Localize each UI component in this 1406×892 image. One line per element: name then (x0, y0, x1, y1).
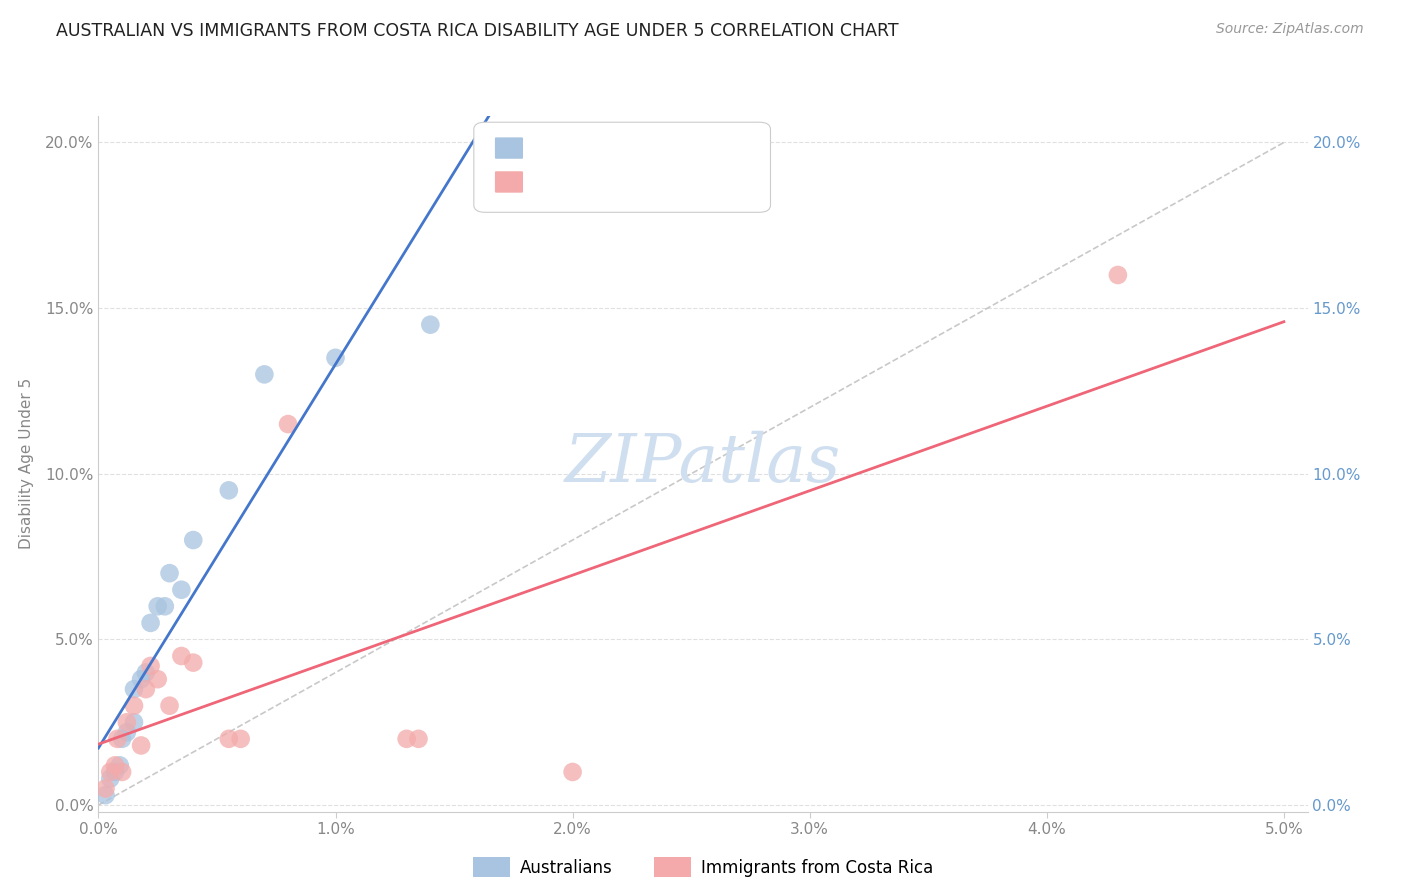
Point (111, 731, 134, 746)
Point (105, 731, 128, 746)
Point (1107, 268, 1129, 282)
Point (98, 772, 121, 786)
Point (115, 725, 138, 739)
Text: Source: ZipAtlas.com: Source: ZipAtlas.com (1216, 22, 1364, 37)
Point (181, 533, 204, 547)
Point (146, 599, 169, 614)
Point (170, 582, 193, 597)
Point (94, 781, 117, 796)
Point (98, 764, 121, 779)
Point (108, 758, 131, 772)
Point (229, 731, 252, 746)
Point (139, 659, 162, 673)
Point (115, 715, 138, 730)
Point (129, 739, 152, 753)
Point (277, 417, 299, 431)
Point (139, 615, 162, 630)
Point (153, 599, 176, 614)
Point (218, 483, 240, 498)
Text: AUSTRALIAN VS IMMIGRANTS FROM COSTA RICA DISABILITY AGE UNDER 5 CORRELATION CHAR: AUSTRALIAN VS IMMIGRANTS FROM COSTA RICA… (56, 22, 898, 40)
Point (325, 351, 347, 365)
Point (170, 648, 193, 663)
Point (253, 368, 276, 382)
Text: 20: 20 (659, 139, 682, 157)
Point (181, 656, 204, 670)
Point (561, 764, 583, 779)
Point (159, 566, 181, 581)
Y-axis label: Disability Age Under 5: Disability Age Under 5 (20, 378, 34, 549)
Point (122, 715, 145, 730)
Point (408, 731, 430, 746)
Point (129, 672, 152, 686)
Text: N =: N = (620, 139, 668, 157)
Point (104, 764, 127, 779)
Text: N =: N = (620, 173, 668, 191)
Text: ZIPatlas: ZIPatlas (565, 431, 841, 497)
Text: R =: R = (533, 173, 569, 191)
Legend: Australians, Immigrants from Costa Rica: Australians, Immigrants from Costa Rica (467, 851, 939, 883)
Text: 0.864: 0.864 (564, 139, 616, 157)
Point (122, 698, 145, 713)
Point (104, 758, 127, 772)
Text: 0.591: 0.591 (564, 173, 616, 191)
Point (395, 731, 418, 746)
Point (94, 788, 117, 802)
Point (146, 672, 169, 686)
Text: 21: 21 (659, 173, 682, 191)
Point (122, 682, 145, 697)
Point (419, 318, 441, 332)
Point (135, 665, 157, 680)
Point (218, 731, 240, 746)
Text: R =: R = (533, 139, 569, 157)
Point (135, 682, 157, 697)
Point (111, 764, 134, 779)
Point (159, 698, 181, 713)
